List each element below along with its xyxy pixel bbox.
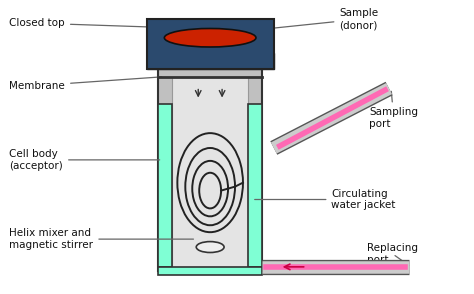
Ellipse shape xyxy=(196,242,224,253)
Bar xyxy=(173,77,248,267)
Text: Sample
(donor): Sample (donor) xyxy=(266,9,379,30)
Ellipse shape xyxy=(164,29,256,47)
Bar xyxy=(158,267,262,275)
Bar xyxy=(146,53,274,69)
Bar xyxy=(146,19,274,69)
Text: Membrane: Membrane xyxy=(9,77,162,91)
Text: Closed top: Closed top xyxy=(9,18,152,28)
Bar xyxy=(158,104,173,267)
Text: Replacing
port: Replacing port xyxy=(367,243,418,265)
Text: Cell body
(acceptor): Cell body (acceptor) xyxy=(9,149,160,171)
Bar xyxy=(248,104,262,267)
Text: Circulating
water jacket: Circulating water jacket xyxy=(255,189,396,210)
Text: Helix mixer and
magnetic stirrer: Helix mixer and magnetic stirrer xyxy=(9,228,193,250)
Text: Sampling
port: Sampling port xyxy=(369,91,418,129)
Bar xyxy=(158,69,262,271)
